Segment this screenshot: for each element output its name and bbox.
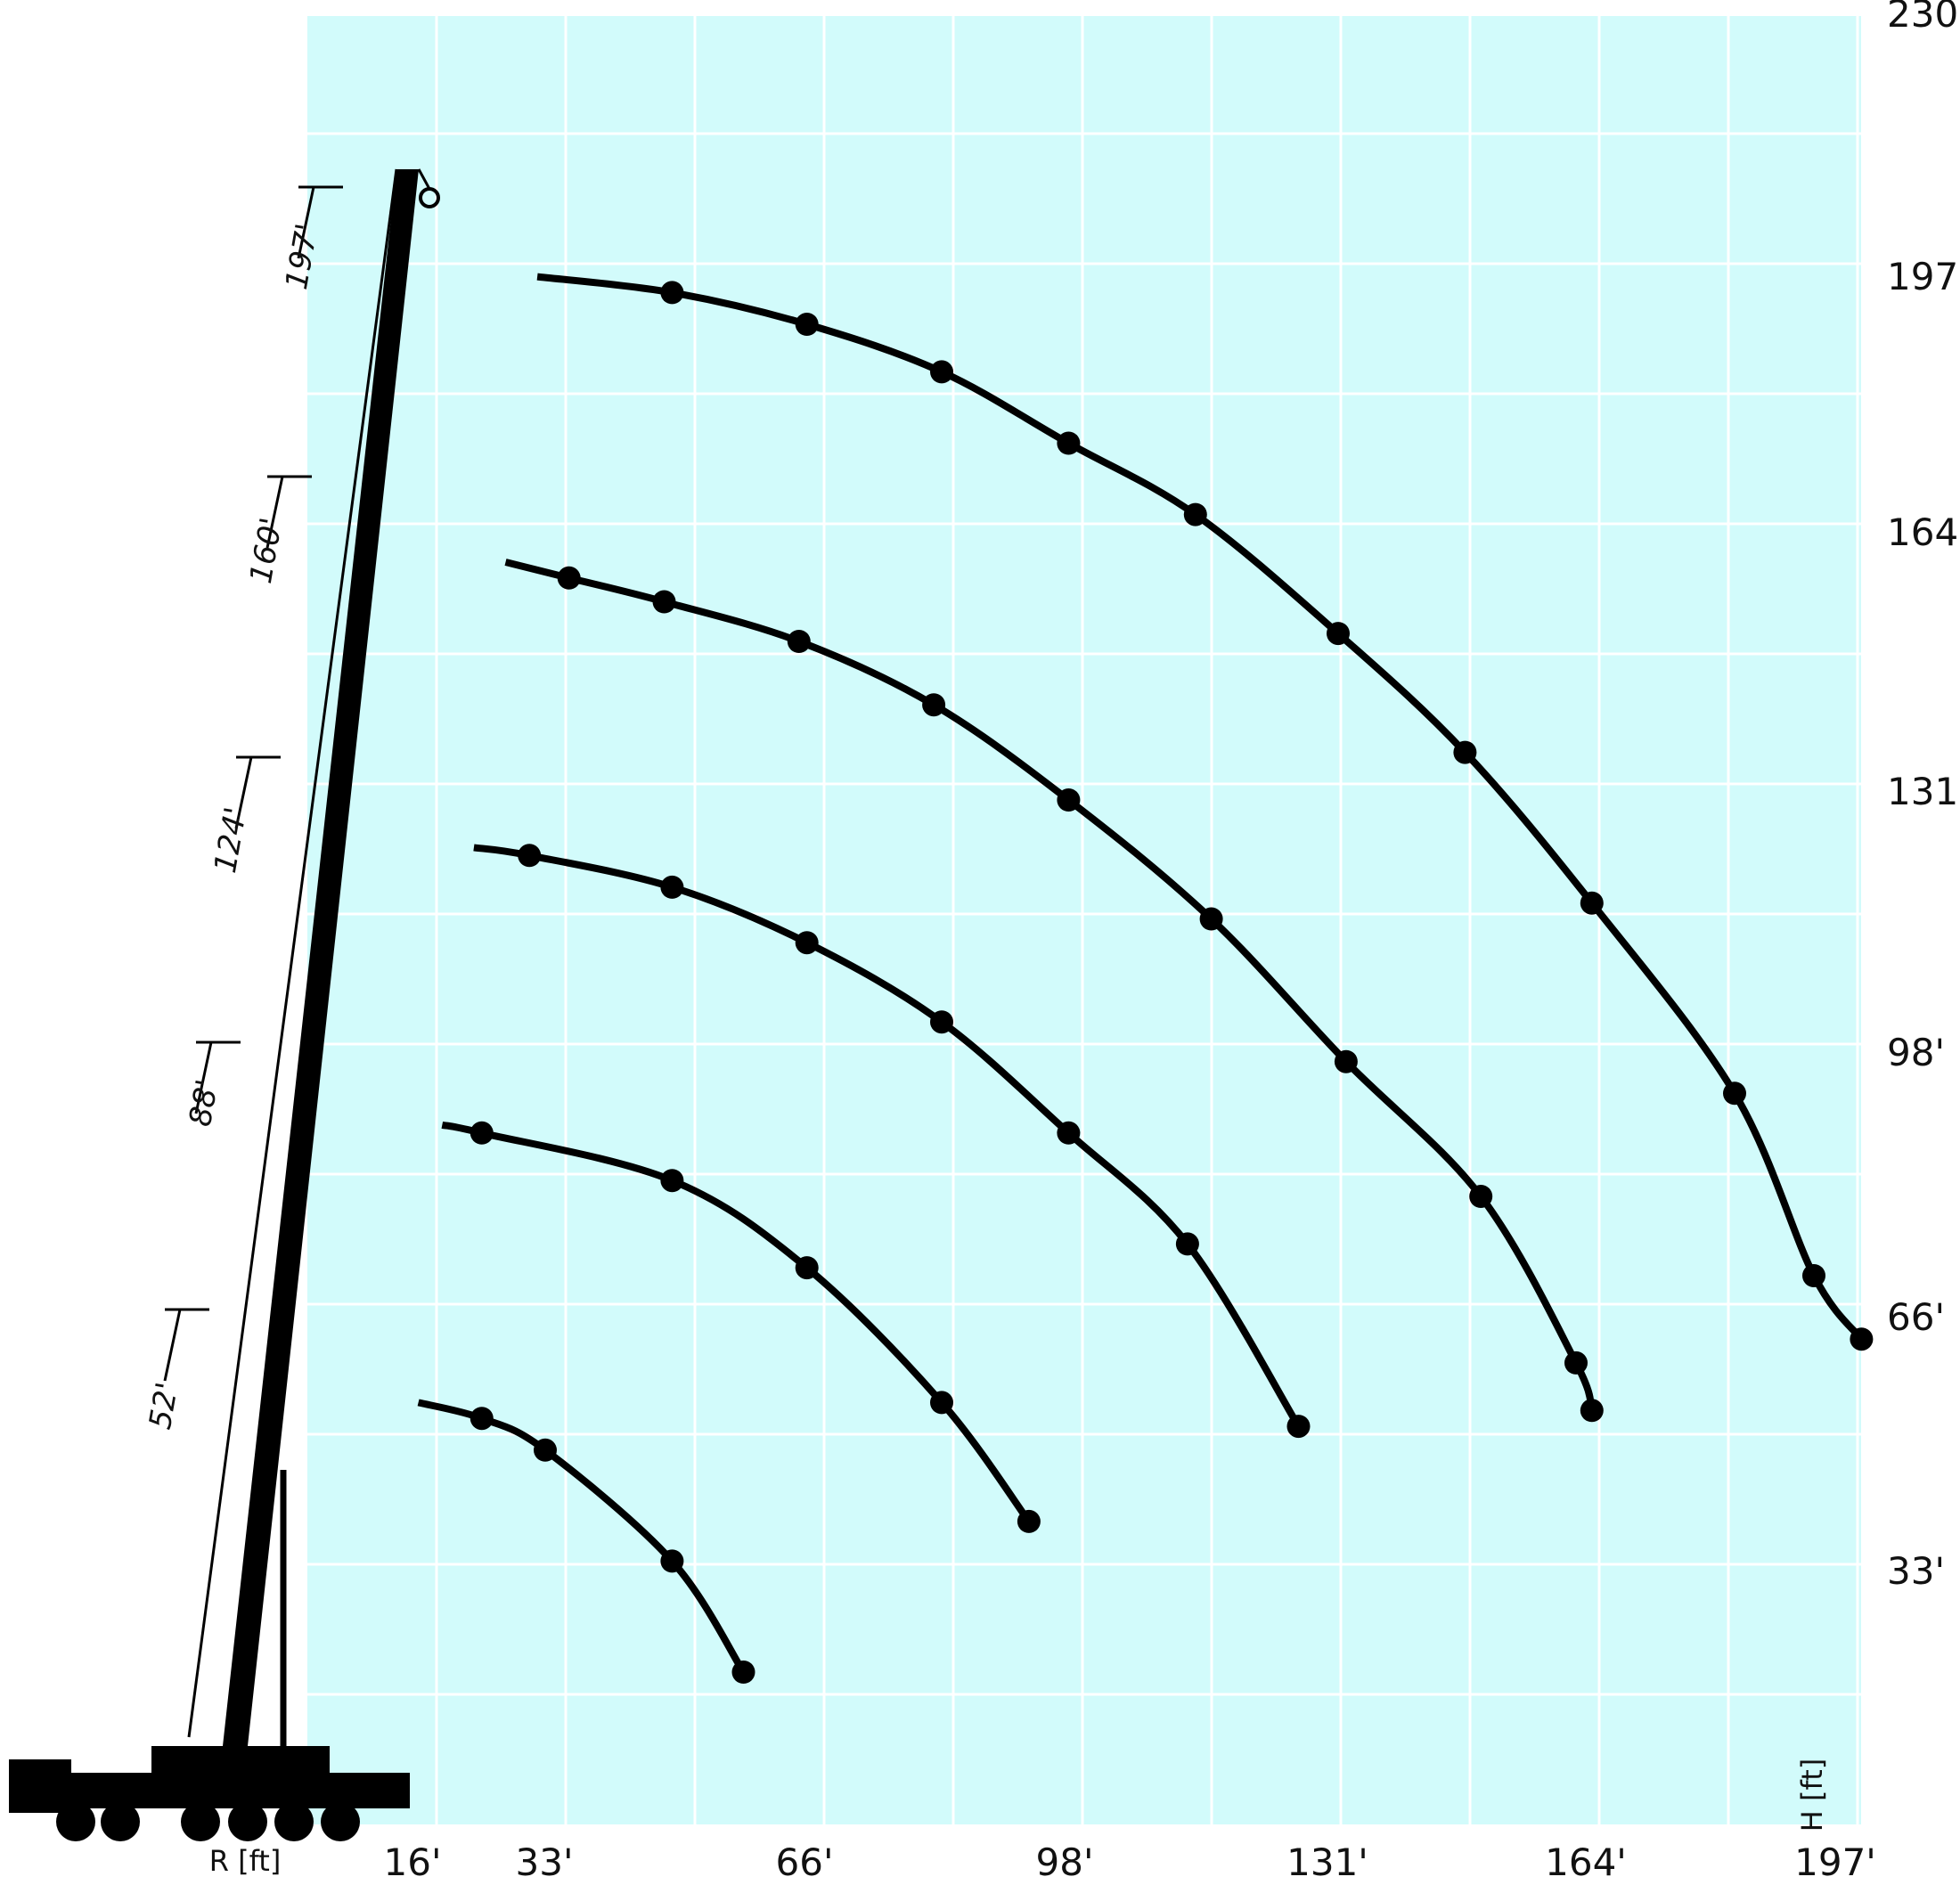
series-point: [660, 1169, 684, 1193]
boom-marker-arrow: [297, 186, 315, 259]
series-point: [1057, 431, 1081, 455]
series-point: [922, 693, 946, 717]
crane-wheel: [181, 1802, 220, 1841]
boom-marker-arrow: [234, 756, 253, 829]
x-tick-label: 98': [1036, 1840, 1094, 1884]
series-point: [795, 313, 819, 336]
series-point: [1850, 1327, 1874, 1351]
y-tick-label: 230': [1887, 0, 1960, 36]
y-ticks: 33' 66' 98' 131' 164' 197' 230': [1887, 0, 1960, 1593]
crane-wheel: [228, 1802, 267, 1841]
series-point: [660, 281, 684, 305]
series-point: [518, 844, 542, 868]
boom-marker-arrow: [194, 1041, 213, 1114]
y-tick-label: 164': [1887, 510, 1960, 554]
x-axis-label: R [ft]: [209, 1844, 282, 1878]
y-axis-label: H [ft]: [1795, 1759, 1829, 1832]
grid: [307, 16, 1861, 1824]
crane-wheel: [274, 1802, 314, 1841]
boom-length-label: 52': [143, 1380, 186, 1432]
series-point: [470, 1407, 494, 1431]
crane-cab: [9, 1759, 71, 1813]
y-tick-label: 66': [1887, 1295, 1945, 1339]
series-point: [1183, 502, 1207, 526]
boom-marker-arrow: [265, 476, 284, 549]
x-ticks: 16' 33' 66' 98' 131' 164' 197': [384, 1840, 1876, 1884]
x-tick-label: 16': [384, 1840, 442, 1884]
y-tick-label: 33': [1887, 1549, 1945, 1593]
boom-length-label: 124': [208, 804, 254, 876]
series-point: [1723, 1081, 1746, 1106]
series-point: [1057, 1121, 1081, 1145]
series-point: [1057, 788, 1081, 812]
series-point: [731, 1661, 755, 1684]
series-point: [660, 875, 684, 899]
series-point: [795, 1256, 819, 1280]
series-point: [660, 1549, 684, 1573]
crane-superstructure: [151, 1746, 330, 1777]
series-point: [930, 1010, 953, 1034]
series-point: [1802, 1264, 1825, 1287]
series: [417, 273, 1874, 1684]
series-point: [930, 1391, 953, 1415]
series-point: [470, 1121, 494, 1145]
series-point: [1286, 1415, 1311, 1439]
series-point: [652, 590, 676, 614]
y-tick-label: 197': [1887, 255, 1960, 298]
series-point: [1469, 1185, 1493, 1208]
crane-illustration: [9, 168, 440, 1841]
series-point: [534, 1438, 557, 1462]
x-tick-label: 33': [516, 1840, 574, 1884]
boom-length-label: 88': [183, 1077, 226, 1130]
series-point: [1017, 1509, 1041, 1533]
series-point: [1564, 1351, 1588, 1375]
y-tick-label: 131': [1887, 770, 1960, 813]
crane-boom: [223, 169, 419, 1746]
series-point: [1199, 907, 1223, 931]
series-point: [1334, 1049, 1358, 1073]
series-line: [441, 1121, 1033, 1524]
series-point: [930, 360, 953, 384]
series-point: [1453, 740, 1477, 764]
series-point: [557, 566, 581, 590]
crane-carrier: [36, 1773, 410, 1808]
crane-wheel: [101, 1802, 140, 1841]
boom-length-label: 160': [243, 515, 290, 586]
crane-wheel: [321, 1802, 360, 1841]
x-tick-label: 131': [1286, 1840, 1368, 1884]
x-tick-label: 197': [1794, 1840, 1876, 1884]
series-point: [795, 931, 819, 955]
series-point: [1580, 891, 1604, 915]
hook-rope: [417, 168, 431, 190]
series-point: [1327, 622, 1350, 646]
crane-wheel: [56, 1802, 95, 1841]
series-point: [787, 630, 811, 653]
crane-luffing-cable: [187, 168, 398, 1738]
series-point: [1175, 1232, 1199, 1256]
boom-marker-arrow: [163, 1309, 182, 1382]
x-tick-label: 164': [1545, 1840, 1627, 1884]
y-tick-label: 98': [1887, 1031, 1945, 1074]
plot-background: [307, 16, 1861, 1824]
series-point: [1580, 1399, 1604, 1423]
x-tick-label: 66': [776, 1840, 834, 1884]
